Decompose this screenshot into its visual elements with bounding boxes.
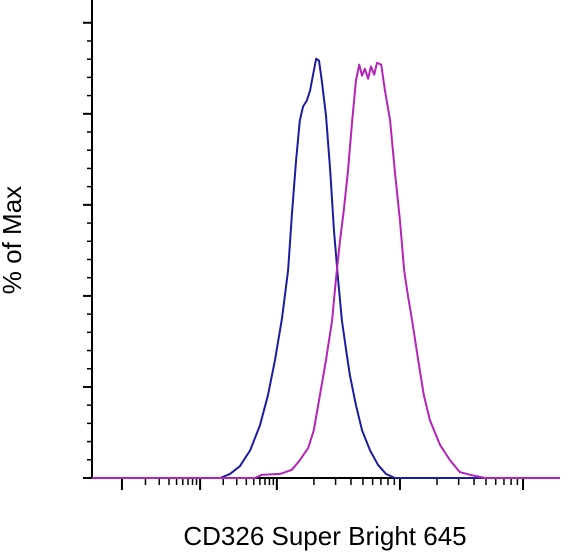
histogram-line [92, 57, 560, 479]
histogram-line [92, 61, 560, 479]
x-axis-label: CD326 Super Bright 645 [183, 521, 466, 551]
y-axis-label: % of Max [0, 186, 27, 294]
